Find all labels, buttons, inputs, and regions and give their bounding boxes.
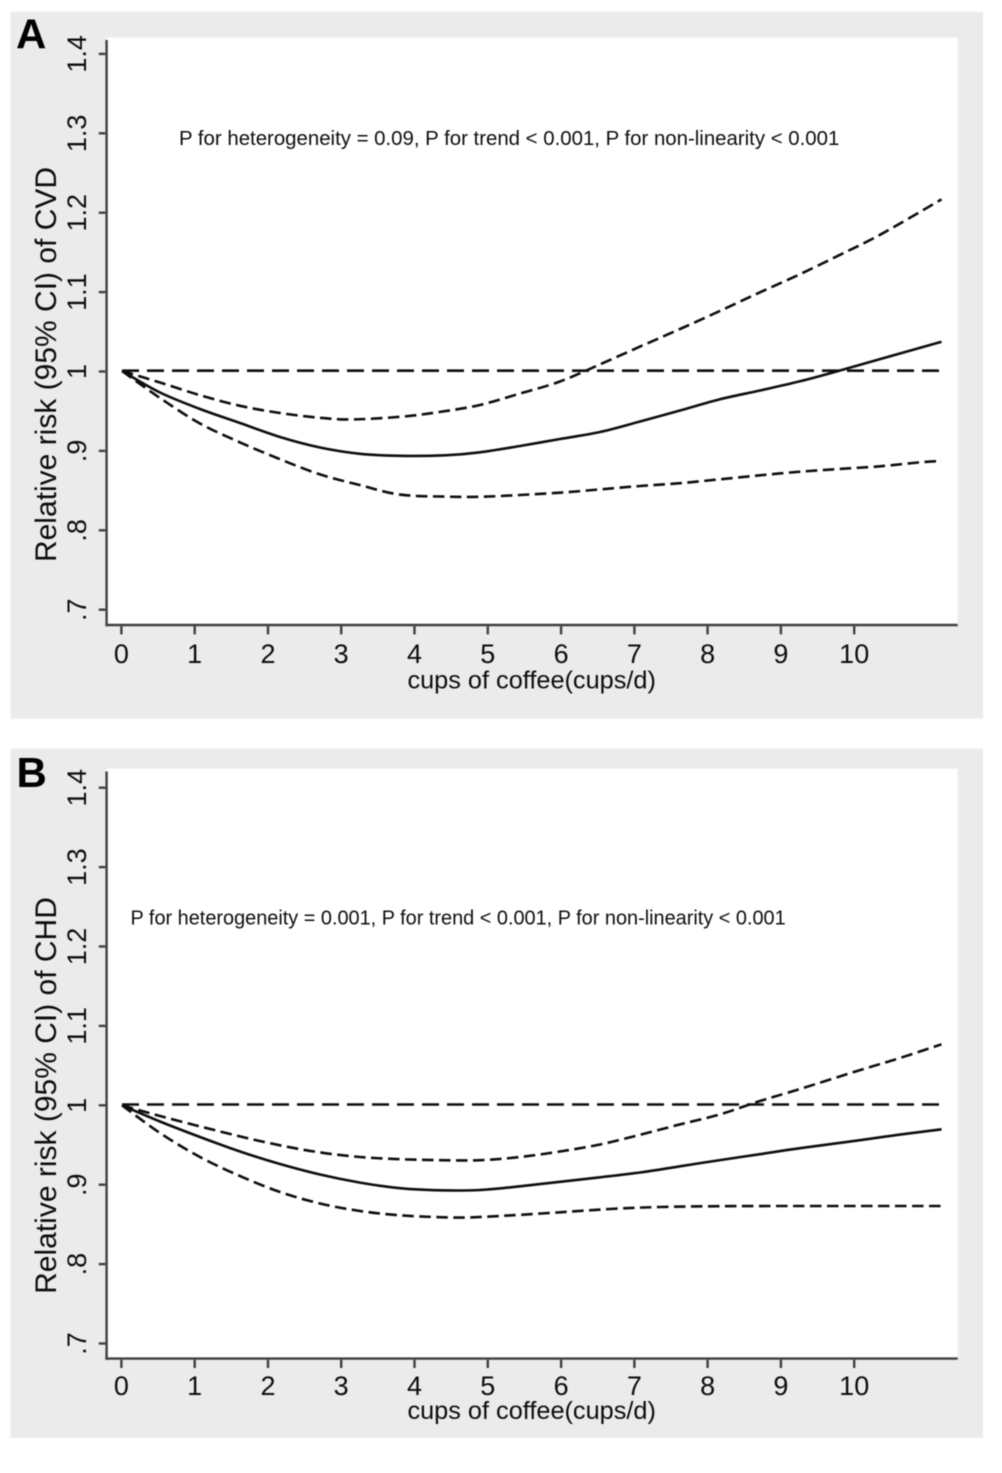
svg-text:1: 1 (187, 639, 202, 669)
svg-text:.7: .7 (62, 1332, 92, 1355)
svg-text:cups of coffee(cups/d): cups of coffee(cups/d) (407, 1397, 655, 1425)
svg-text:1: 1 (62, 364, 92, 379)
svg-text:10: 10 (839, 1371, 869, 1401)
svg-text:3: 3 (334, 639, 349, 669)
svg-text:9: 9 (773, 639, 788, 669)
svg-text:.9: .9 (62, 1173, 92, 1196)
svg-text:.8: .8 (62, 519, 92, 542)
svg-text:2: 2 (260, 1371, 275, 1401)
svg-text:P for heterogeneity = 0.09, P: P for heterogeneity = 0.09, P for trend … (179, 128, 839, 150)
svg-text:cups of coffee(cups/d): cups of coffee(cups/d) (407, 667, 655, 695)
svg-text:1.4: 1.4 (62, 769, 92, 807)
svg-text:10: 10 (839, 639, 869, 669)
svg-text:1.4: 1.4 (62, 35, 92, 73)
svg-text:B: B (17, 749, 47, 796)
svg-text:.7: .7 (62, 598, 92, 621)
svg-text:6: 6 (554, 639, 569, 669)
svg-text:0: 0 (114, 639, 129, 669)
svg-text:1: 1 (187, 1371, 202, 1401)
svg-text:5: 5 (480, 639, 495, 669)
svg-text:1.2: 1.2 (62, 928, 92, 966)
svg-text:9: 9 (773, 1371, 788, 1401)
svg-text:8: 8 (700, 639, 715, 669)
svg-text:5: 5 (480, 1371, 495, 1401)
svg-text:7: 7 (627, 639, 642, 669)
svg-text:4: 4 (407, 639, 422, 669)
svg-text:.8: .8 (62, 1253, 92, 1276)
svg-text:Relative risk (95% CI) of CVD: Relative risk (95% CI) of CVD (30, 167, 63, 562)
svg-text:1.3: 1.3 (62, 115, 92, 153)
svg-text:8: 8 (700, 1371, 715, 1401)
svg-text:1.2: 1.2 (62, 194, 92, 232)
svg-text:.9: .9 (62, 440, 92, 463)
svg-text:2: 2 (260, 639, 275, 669)
svg-text:1.3: 1.3 (62, 848, 92, 886)
svg-text:A: A (16, 10, 46, 57)
svg-text:1.1: 1.1 (62, 1007, 92, 1045)
svg-text:4: 4 (407, 1371, 422, 1401)
svg-text:3: 3 (334, 1371, 349, 1401)
svg-text:0: 0 (114, 1371, 129, 1401)
svg-text:6: 6 (554, 1371, 569, 1401)
svg-text:P for heterogeneity = 0.001, P: P for heterogeneity = 0.001, P for trend… (131, 908, 786, 930)
svg-text:7: 7 (627, 1371, 642, 1401)
svg-text:1.1: 1.1 (62, 273, 92, 311)
svg-text:1: 1 (62, 1098, 92, 1113)
svg-text:Relative risk (95% CI) of CHD: Relative risk (95% CI) of CHD (30, 897, 63, 1294)
